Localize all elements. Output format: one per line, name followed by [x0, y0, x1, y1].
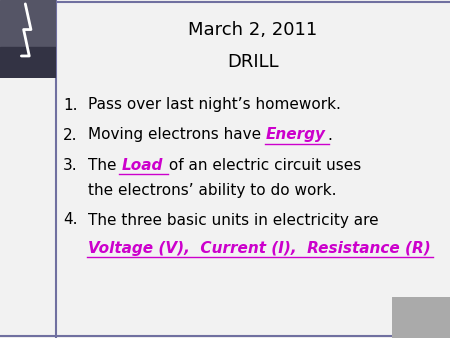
Text: 1.: 1. [63, 97, 77, 113]
Text: the electrons’ ability to do work.: the electrons’ ability to do work. [88, 183, 337, 197]
Bar [0, 47, 56, 78]
Text: 3.: 3. [63, 158, 77, 172]
Text: of an electric circuit uses: of an electric circuit uses [164, 158, 361, 172]
Text: Voltage (V),  Current (I),  Resistance (R): Voltage (V), Current (I), Resistance (R) [88, 241, 431, 256]
Text: .: . [327, 127, 332, 143]
Text: U3e-L2: U3e-L2 [415, 317, 450, 327]
Text: 2.: 2. [63, 127, 77, 143]
Text: March 2, 2011: March 2, 2011 [189, 21, 318, 39]
Text: 4.: 4. [63, 213, 77, 227]
Text: Energy: Energy [266, 127, 326, 143]
Text: DRILL: DRILL [227, 53, 279, 71]
Text: The three basic units in electricity are: The three basic units in electricity are [88, 213, 378, 227]
Text: Moving electrons have: Moving electrons have [88, 127, 266, 143]
Text: Load: Load [122, 158, 163, 172]
Text: The: The [88, 158, 122, 172]
Text: Pass over last night’s homework.: Pass over last night’s homework. [88, 97, 341, 113]
